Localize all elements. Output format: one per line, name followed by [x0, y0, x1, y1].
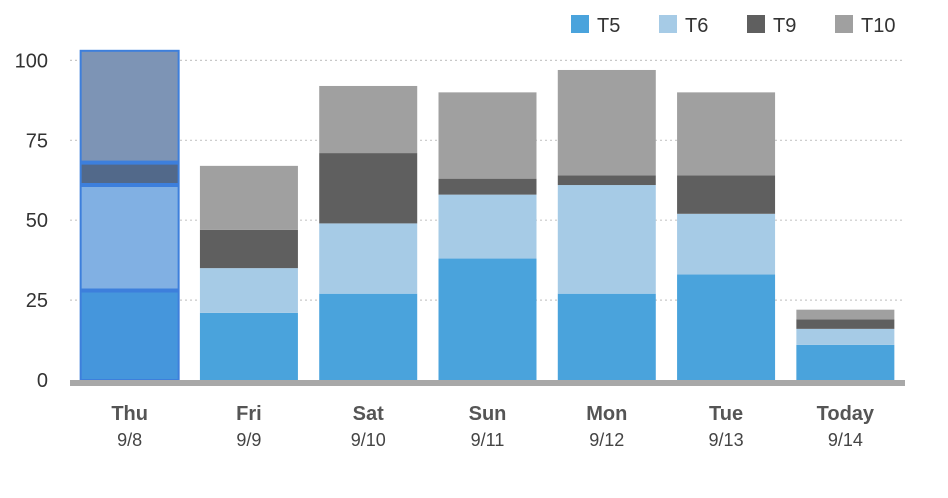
x-category-label: Thu: [111, 403, 148, 425]
legend-swatch: [659, 15, 677, 33]
legend-swatch: [835, 15, 853, 33]
legend-label: T10: [861, 15, 895, 37]
bar-segment-t5[interactable]: [80, 290, 179, 380]
legend-label: T9: [773, 15, 796, 37]
bar-group-sun[interactable]: [438, 92, 537, 380]
bar-segment-t5[interactable]: [319, 293, 418, 380]
bars: [79, 49, 895, 381]
bar-segment-t9[interactable]: [199, 229, 298, 269]
y-tick-label: 25: [26, 290, 48, 312]
legend-item-t5[interactable]: T5: [571, 15, 620, 37]
legend-item-t10[interactable]: T10: [835, 15, 895, 37]
bar-segment-t9[interactable]: [319, 153, 418, 224]
bar-segment-t10[interactable]: [557, 69, 656, 176]
bar-segment-t6[interactable]: [80, 185, 179, 291]
x-category-label: Mon: [586, 403, 627, 425]
legend-item-t9[interactable]: T9: [747, 15, 796, 37]
x-date-label: 9/8: [117, 430, 142, 450]
x-date-label: 9/13: [709, 430, 744, 450]
bar-segment-t10[interactable]: [199, 165, 298, 230]
x-date-label: 9/12: [589, 430, 624, 450]
bar-group-mon[interactable]: [557, 69, 656, 380]
bar-segment-t6[interactable]: [557, 185, 656, 294]
x-date-label: 9/14: [828, 430, 863, 450]
legend-label: T6: [685, 15, 708, 37]
bar-segment-t9[interactable]: [677, 175, 776, 214]
bar-segment-t10[interactable]: [438, 92, 537, 179]
x-date-label: 9/11: [471, 430, 505, 450]
bar-segment-t6[interactable]: [438, 194, 537, 259]
legend-label: T5: [597, 15, 620, 37]
legend-swatch: [571, 15, 589, 33]
x-category-label: Sat: [353, 403, 384, 425]
x-axis: Thu 9/8 Fri 9/9 Sat 9/10 Sun 9/11 Mon 9/12 Tue 9/13…: [70, 380, 905, 450]
bar-segment-t6[interactable]: [319, 223, 418, 294]
y-tick-label: 75: [26, 130, 48, 152]
bar-segment-t6[interactable]: [796, 328, 895, 345]
legend-swatch: [747, 15, 765, 33]
y-tick-label: 50: [26, 210, 48, 232]
bar-segment-t10[interactable]: [796, 309, 895, 320]
bar-segment-t5[interactable]: [677, 274, 776, 380]
bar-segment-t9[interactable]: [557, 175, 656, 186]
x-category-label: Sun: [469, 403, 507, 425]
bar-segment-t10[interactable]: [677, 92, 776, 176]
bar-segment-t10[interactable]: [80, 50, 179, 163]
bar-group-sat[interactable]: [319, 85, 418, 380]
selection-highlight: [79, 49, 180, 381]
bar-segment-t5[interactable]: [199, 312, 298, 380]
bar-segment-t9[interactable]: [438, 178, 537, 195]
bar-segment-t5[interactable]: [438, 258, 537, 380]
y-tick-label: 100: [15, 50, 48, 72]
legend: T5 T6 T9 T10: [571, 15, 895, 37]
bar-segment-t10[interactable]: [319, 85, 418, 154]
x-date-label: 9/10: [351, 430, 386, 450]
y-axis: 0 25 50 75 100: [15, 50, 48, 392]
bar-segment-t6[interactable]: [199, 268, 298, 313]
legend-item-t6[interactable]: T6: [659, 15, 708, 37]
x-axis-baseline: [70, 380, 905, 386]
x-category-label: Fri: [236, 403, 262, 425]
bar-segment-t5[interactable]: [796, 344, 895, 380]
bar-segment-t6[interactable]: [677, 213, 776, 275]
bar-group-tue[interactable]: [677, 92, 776, 380]
y-tick-label: 0: [37, 370, 48, 392]
x-category-label: Today: [817, 403, 875, 425]
bar-segment-t9[interactable]: [796, 319, 895, 329]
bar-segment-t5[interactable]: [557, 293, 656, 380]
x-category-label: Tue: [709, 403, 743, 425]
bar-segment-t9[interactable]: [80, 162, 179, 186]
bar-group-fri[interactable]: [199, 165, 298, 380]
bar-group-thu[interactable]: [79, 49, 180, 381]
x-date-label: 9/9: [236, 430, 261, 450]
bar-group-today[interactable]: [796, 309, 895, 380]
